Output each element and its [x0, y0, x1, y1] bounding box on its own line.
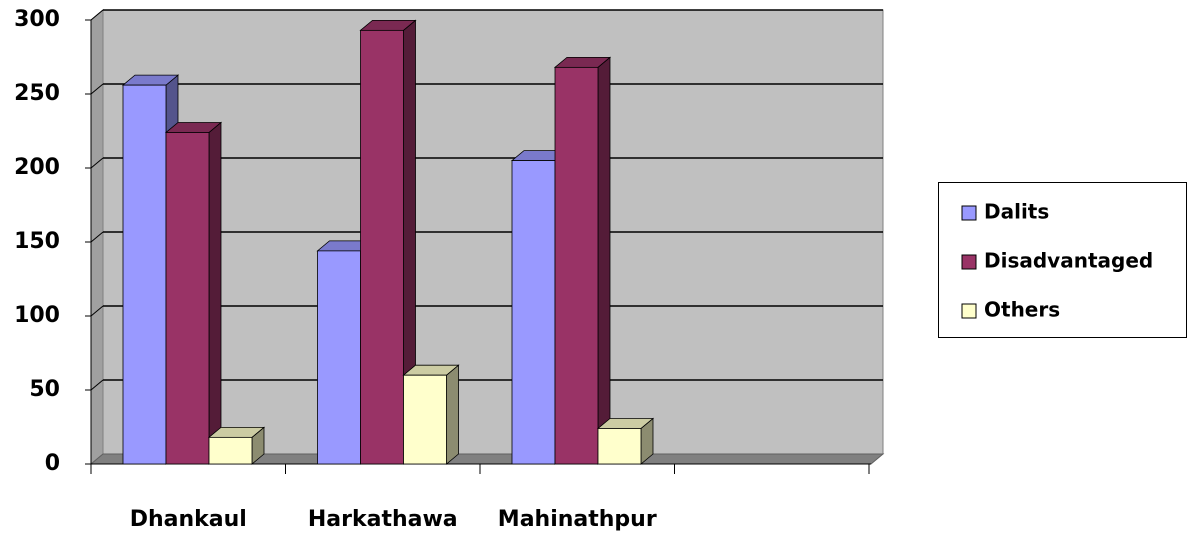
legend-label: Disadvantaged: [984, 249, 1153, 273]
grid-line: [90, 231, 104, 243]
bar: [317, 250, 361, 465]
y-tick-label: 150: [14, 229, 60, 254]
legend-swatch: [961, 205, 977, 221]
bar: [122, 84, 167, 465]
legend-swatch: [961, 254, 977, 270]
bar: [403, 374, 447, 465]
bar-side: [208, 121, 222, 465]
legend-swatch: [961, 303, 977, 319]
y-tick-label: 0: [45, 451, 60, 476]
bar-side: [597, 56, 611, 465]
bar: [597, 428, 642, 465]
bar: [165, 132, 210, 465]
y-tick-label: 200: [14, 155, 60, 180]
bar-side: [446, 364, 459, 465]
grid-line: [90, 9, 104, 21]
bar: [511, 160, 556, 465]
x-tick-label: Dhankaul: [130, 507, 247, 532]
x-tick-label: Harkathawa: [308, 507, 458, 532]
y-tick-label: 250: [14, 81, 60, 106]
bar: [554, 66, 599, 465]
bar: [208, 436, 253, 465]
x-tick-label: Mahinathpur: [498, 507, 657, 532]
y-tick-label: 100: [14, 303, 60, 328]
y-tick-label: 50: [29, 377, 60, 402]
grid-line: [90, 379, 104, 391]
legend-box: [938, 182, 1187, 338]
legend-label: Others: [984, 298, 1060, 322]
grid-line: [90, 157, 104, 169]
y-tick-label: 300: [14, 7, 60, 32]
grid-line: [90, 83, 104, 95]
grid-line: [90, 305, 104, 317]
bar: [360, 29, 404, 465]
legend-label: Dalits: [984, 200, 1049, 224]
